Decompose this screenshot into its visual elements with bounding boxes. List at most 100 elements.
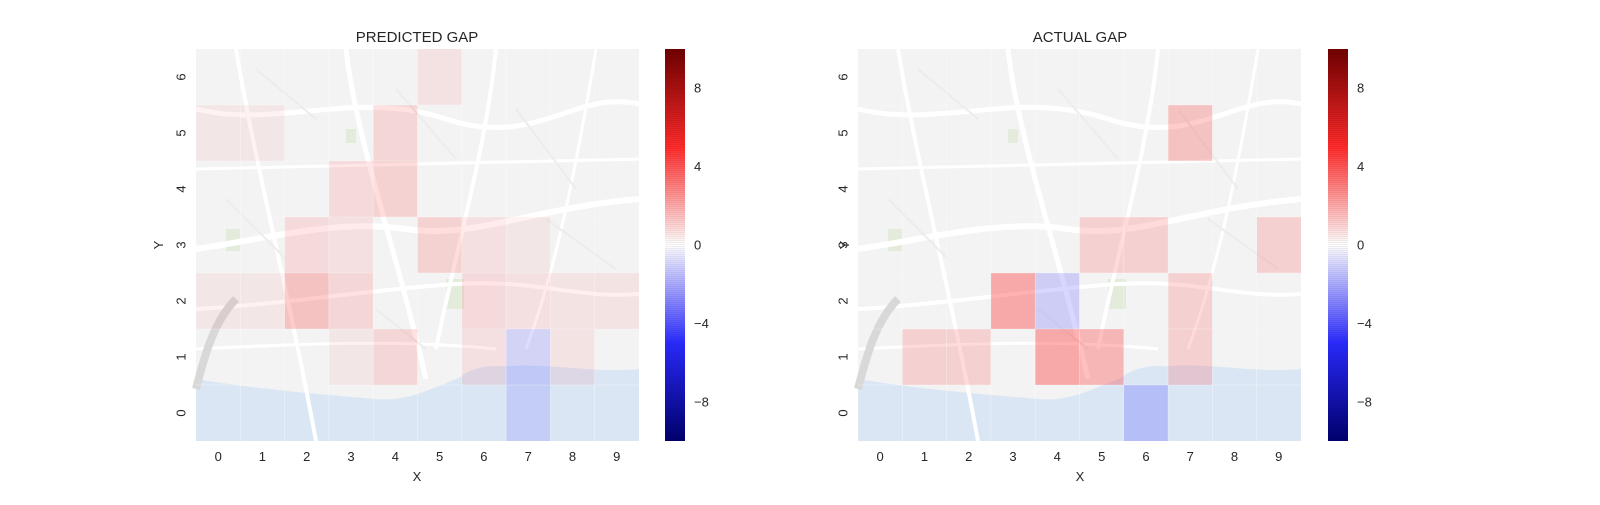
heatmap-cell — [595, 49, 639, 105]
heatmap-cell — [373, 217, 417, 273]
heatmap-cell — [594, 273, 639, 329]
heatmap-cell — [373, 385, 417, 441]
heatmap-cell — [902, 105, 946, 161]
heatmap-cell — [1080, 273, 1124, 329]
x-tick-label: 9 — [613, 449, 620, 464]
heatmap-cell — [196, 49, 240, 105]
colorbar-tick-label: −8 — [1357, 394, 1372, 409]
heatmap-cell — [1123, 385, 1169, 441]
heatmap-cell — [284, 273, 329, 329]
x-tick-label: 1 — [921, 449, 928, 464]
heatmap-cell — [418, 273, 462, 329]
heatmap-cell — [1257, 105, 1301, 161]
heatmap-cell — [1257, 385, 1301, 441]
heatmap-cell — [1035, 385, 1079, 441]
x-tick-labels: 0 1 2 3 4 5 6 7 8 9 — [215, 449, 621, 464]
y-tick-label: 6 — [835, 73, 850, 80]
heatmap-cell — [461, 217, 507, 273]
chart-title: ACTUAL GAP — [1033, 29, 1127, 46]
colorbar-tick-label: −8 — [694, 394, 709, 409]
heatmap-cell — [595, 105, 639, 161]
heatmap-cell — [902, 273, 946, 329]
colorbar-tick-label: −4 — [1357, 316, 1372, 331]
heatmap-cell — [506, 385, 551, 441]
heatmap-cell — [417, 49, 462, 105]
heatmap-cell — [418, 329, 462, 385]
heatmap-panel-actual: ACTUAL GAP 0 1 2 3 4 5 6 7 8 9 0 1 2 3 4 5 6 X Y 8 4 0 −4 −… — [835, 29, 1371, 484]
heatmap-cell — [1124, 105, 1168, 161]
colorbar-tick-label: 0 — [694, 238, 701, 253]
x-axis-label: X — [413, 469, 422, 484]
heatmap-cell — [418, 161, 462, 217]
heatmap-cell — [462, 105, 506, 161]
y-tick-label: 1 — [173, 353, 188, 360]
heatmap-cell — [506, 217, 551, 273]
heatmap-cell — [1079, 217, 1124, 273]
heatmap-cell — [1168, 105, 1213, 161]
heatmap-cell — [1079, 329, 1124, 385]
heatmap-cell — [902, 217, 946, 273]
heatmap-cell — [1124, 329, 1168, 385]
heatmap-cell — [550, 105, 594, 161]
heatmap-cell — [328, 217, 374, 273]
heatmap-cell — [991, 329, 1035, 385]
heatmap-cell — [328, 161, 374, 217]
heatmap-cell — [1212, 217, 1256, 273]
heatmap-cell — [1257, 329, 1301, 385]
heatmap-cell — [461, 329, 507, 385]
heatmap-cell — [858, 329, 902, 385]
y-tick-label: 4 — [173, 185, 188, 192]
y-tick-label: 3 — [835, 241, 850, 248]
heatmap-cell — [1035, 273, 1080, 329]
heatmap-cell — [991, 217, 1035, 273]
colorbar-tick-label: −4 — [694, 316, 709, 331]
heatmap-cell — [418, 385, 462, 441]
heatmap-cell — [240, 161, 284, 217]
x-tick-label: 4 — [392, 449, 399, 464]
heatmap-cell — [1080, 385, 1124, 441]
colorbar-stripes — [665, 49, 685, 441]
colorbar-tick-label: 4 — [694, 159, 701, 174]
heatmap-cell — [373, 49, 417, 105]
heatmap-cell — [902, 385, 946, 441]
heatmap-cell — [1035, 217, 1079, 273]
colorbar-stripes — [1328, 49, 1348, 441]
heatmap-cell — [373, 161, 418, 217]
heatmap-cell — [196, 273, 241, 329]
x-tick-label: 3 — [347, 449, 354, 464]
heatmap-cell — [196, 161, 240, 217]
heatmap-cell — [991, 105, 1035, 161]
heatmap-cell — [418, 105, 462, 161]
x-tick-label: 3 — [1009, 449, 1016, 464]
heatmap-cell — [858, 273, 902, 329]
heatmap-cell — [1212, 329, 1256, 385]
heatmap-cell — [550, 273, 595, 329]
colorbar-tick-label: 8 — [694, 81, 701, 96]
heatmap-cell — [1212, 49, 1256, 105]
heatmap-cell — [1256, 217, 1301, 273]
heatmap-cell — [1168, 273, 1213, 329]
heatmap-cell — [550, 385, 594, 441]
x-tick-label: 8 — [569, 449, 576, 464]
heatmap-cell — [595, 217, 639, 273]
heatmap-cell — [1168, 49, 1212, 105]
x-tick-labels: 0 1 2 3 4 5 6 7 8 9 — [876, 449, 1282, 464]
heatmap-cell — [858, 49, 902, 105]
heatmap-cells — [196, 49, 639, 441]
heatmap-cell — [947, 49, 991, 105]
heatmap-cell — [1124, 49, 1168, 105]
heatmap-cell — [1080, 161, 1124, 217]
heatmap-cell — [328, 329, 374, 385]
heatmap-cell — [550, 161, 594, 217]
x-tick-label: 6 — [480, 449, 487, 464]
x-tick-label: 9 — [1275, 449, 1282, 464]
colorbar-tick-label: 4 — [1357, 159, 1364, 174]
x-tick-label: 4 — [1054, 449, 1061, 464]
heatmap-cell — [858, 217, 902, 273]
y-tick-label: 2 — [835, 297, 850, 304]
colorbar-tick-labels: 8 4 0 −4 −8 — [694, 81, 709, 410]
heatmap-cell — [902, 161, 946, 217]
y-tick-label: 5 — [173, 129, 188, 136]
chart-title: PREDICTED GAP — [356, 29, 479, 46]
